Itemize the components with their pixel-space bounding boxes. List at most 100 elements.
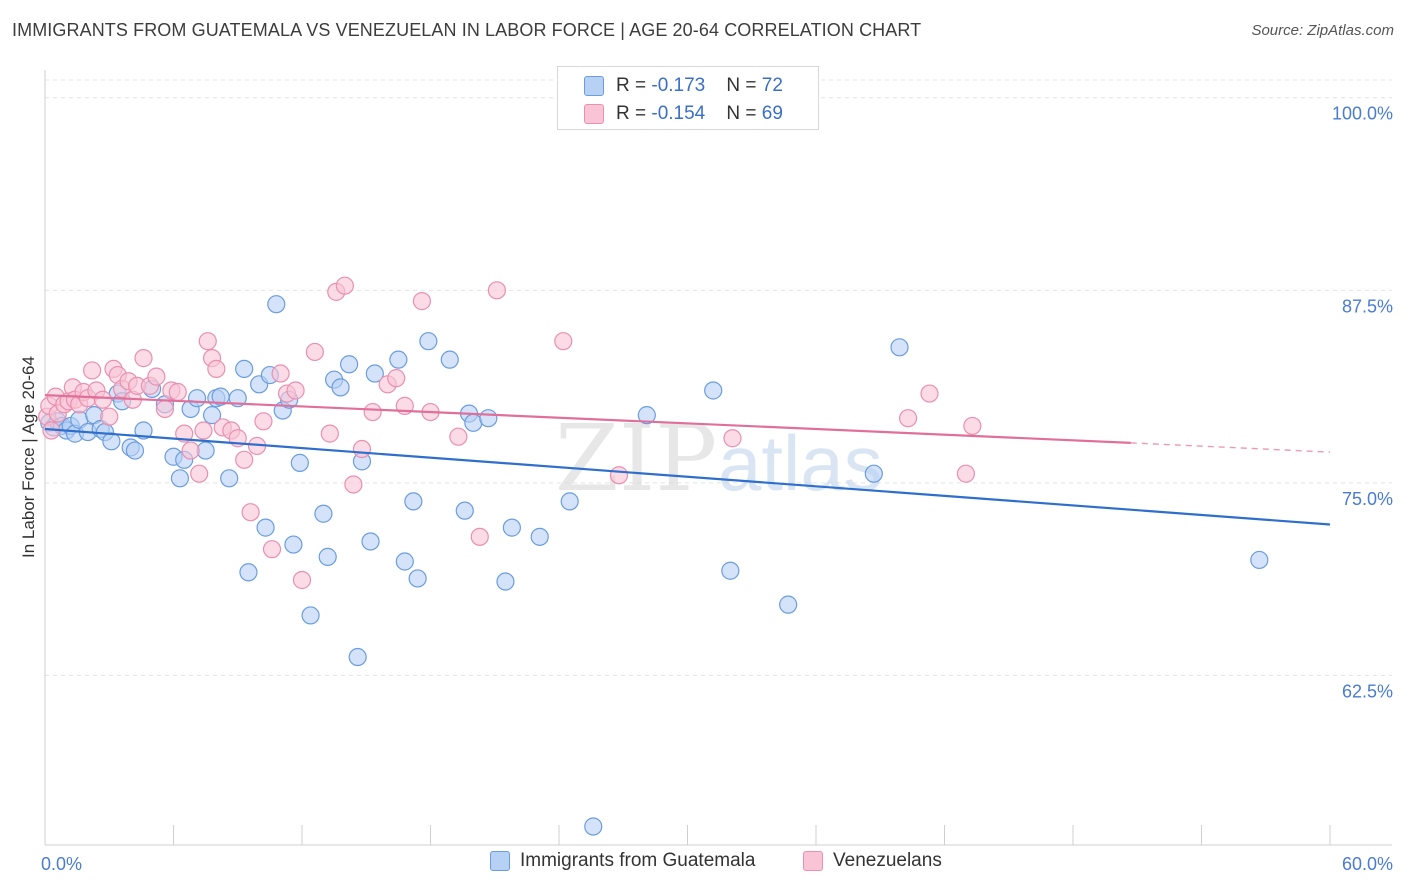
stats-legend-row-venezuelans: R = -0.154 N = 69 (558, 101, 783, 127)
point-venezuelans (554, 332, 573, 351)
point-venezuelans (344, 475, 363, 494)
point-guatemala (187, 389, 207, 408)
guatemala-n-label: N = (726, 75, 762, 96)
guatemala-stats: R = -0.173 N = 72 (616, 75, 783, 97)
point-guatemala (464, 413, 483, 432)
grid-layer (45, 79, 1392, 677)
chart-source: Source: ZipAtlas.com (1251, 22, 1394, 39)
point-guatemala (496, 572, 515, 591)
point-venezuelans (198, 332, 217, 351)
point-venezuelans (147, 367, 166, 386)
watermark: ZIP atlas (555, 405, 883, 512)
point-venezuelans (194, 421, 213, 440)
point-venezuelans (963, 416, 982, 436)
legend-item-guatemala: Immigrants from Guatemala (490, 850, 755, 872)
point-guatemala (395, 552, 414, 571)
point-venezuelans (352, 439, 372, 459)
legend-swatch-guatemala (490, 851, 510, 871)
point-venezuelans (305, 342, 324, 362)
point-guatemala (314, 504, 333, 523)
venezuelans-n-label: N = (726, 103, 762, 124)
guatemala-n-value: 72 (761, 75, 783, 96)
venezuelans-r-label: R = (616, 103, 652, 124)
point-guatemala (560, 492, 579, 511)
point-venezuelans (286, 381, 305, 400)
legend-label-guatemala: Immigrants from Guatemala (520, 850, 756, 871)
point-venezuelans (83, 361, 102, 380)
point-venezuelans (134, 349, 153, 368)
point-guatemala (340, 355, 359, 374)
point-guatemala (301, 606, 320, 625)
legend-swatch-venezuelans (803, 851, 823, 871)
series-legend: Immigrants from Guatemala Venezuelans (0, 850, 1406, 878)
point-guatemala (502, 518, 521, 537)
point-guatemala (202, 406, 222, 425)
point-guatemala (455, 501, 474, 520)
point-venezuelans (100, 407, 119, 426)
point-guatemala (290, 453, 309, 472)
point-venezuelans (155, 399, 175, 419)
point-venezuelans (487, 281, 506, 300)
point-guatemala (267, 295, 286, 314)
point-guatemala (256, 518, 275, 537)
point-guatemala (220, 469, 239, 488)
point-venezuelans (292, 570, 312, 590)
point-guatemala (239, 563, 258, 582)
y-tick-label: 62.5% (1342, 682, 1393, 702)
point-venezuelans (470, 527, 489, 546)
point-guatemala (331, 378, 350, 397)
point-venezuelans (723, 429, 742, 448)
point-guatemala (284, 535, 303, 554)
point-venezuelans (262, 540, 282, 559)
legend-label-venezuelans: Venezuelans (833, 850, 942, 871)
trend-line-guatemala (44, 427, 1331, 526)
axes-layer (44, 70, 1392, 846)
point-guatemala (170, 469, 190, 488)
guatemala-swatch (584, 76, 604, 96)
point-venezuelans (168, 382, 187, 402)
point-guatemala (530, 527, 549, 546)
chart-title: IMMIGRANTS FROM GUATEMALA VS VENEZUELAN … (12, 20, 922, 40)
x-tick-label-min: 0.0% (41, 854, 82, 874)
trend-line-extension-venezuelans (1130, 442, 1331, 453)
point-guatemala (389, 350, 408, 369)
point-venezuelans (363, 402, 382, 422)
point-guatemala (721, 561, 740, 580)
point-guatemala (584, 817, 603, 836)
point-guatemala (408, 569, 427, 588)
point-guatemala (404, 492, 423, 511)
point-venezuelans (190, 464, 209, 483)
point-guatemala (779, 595, 798, 614)
point-venezuelans (920, 384, 939, 403)
y-tick-label: 100.0% (1332, 104, 1393, 124)
point-venezuelans (181, 441, 200, 460)
guatemala-r-value: -0.173 (651, 75, 706, 96)
guatemala-r-label: R = (616, 75, 652, 96)
point-venezuelans (387, 369, 406, 388)
trend-line-venezuelans (44, 394, 1131, 444)
point-guatemala (419, 332, 438, 351)
point-guatemala (102, 432, 121, 451)
y-axis-label: In Labor Force | Age 20-64 (19, 356, 38, 558)
point-venezuelans (609, 466, 629, 485)
point-guatemala (890, 338, 909, 357)
point-venezuelans (93, 390, 112, 409)
point-guatemala (1250, 550, 1269, 570)
labels-layer: 62.5% 75.0% 87.5% 100.0% 0.0% 60.0% In Labor F… (19, 104, 1393, 874)
point-venezuelans (449, 427, 468, 446)
trend-layer (44, 394, 1331, 526)
y-tick-label: 75.0% (1342, 489, 1393, 509)
stats-legend-row-guatemala: R = -0.173 N = 72 (558, 73, 783, 99)
point-venezuelans (956, 464, 976, 483)
point-venezuelans (898, 409, 918, 428)
venezuelans-swatch (584, 104, 604, 124)
point-guatemala (479, 409, 498, 428)
point-venezuelans (320, 424, 339, 443)
points-layer (38, 88, 1269, 836)
point-guatemala (235, 359, 254, 379)
point-venezuelans (207, 359, 226, 379)
point-venezuelans (235, 450, 254, 469)
point-guatemala (365, 364, 384, 383)
point-venezuelans (254, 412, 273, 431)
